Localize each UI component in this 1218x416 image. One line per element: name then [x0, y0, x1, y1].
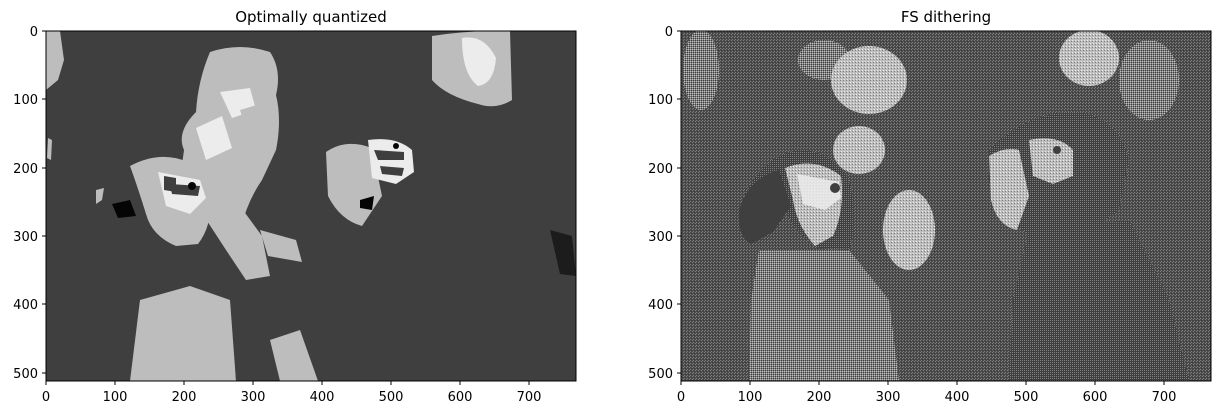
y-tick-label: 200	[648, 162, 673, 177]
axes-fs-dithering: 0 100 200 300 400 500 600 700 0 100 200 …	[648, 25, 1212, 405]
y-tick-label: 100	[648, 93, 673, 108]
panel-optimally-quantized: Optimally quantized	[13, 8, 577, 405]
panel-fs-dithering: FS dithering	[609, 0, 1218, 416]
axes-frame-right	[680, 30, 1212, 382]
x-tick-label: 700	[517, 390, 542, 405]
y-tick-label: 500	[648, 367, 673, 382]
x-tick-label: 700	[1152, 390, 1177, 405]
panel-title-fs-dithering: FS dithering	[900, 8, 992, 26]
y-tick-label: 400	[648, 298, 673, 313]
x-tick-label: 300	[241, 390, 266, 405]
x-tick-label: 600	[448, 390, 473, 405]
y-tick-label: 0	[30, 25, 38, 40]
x-axis-right: 0 100 200 300 400 500 600 700	[677, 381, 1177, 405]
y-axis-left: 0 100 200 300 400 500	[13, 25, 46, 382]
x-tick-label: 0	[42, 390, 50, 405]
quantized-image	[46, 31, 576, 381]
y-axis-right: 0 100 200 300 400 500	[648, 25, 681, 382]
x-tick-label: 400	[310, 390, 335, 405]
x-tick-label: 200	[172, 390, 197, 405]
axes-frame-left	[45, 30, 577, 382]
x-tick-label: 400	[945, 390, 970, 405]
x-tick-label: 600	[1083, 390, 1108, 405]
x-tick-label: 300	[876, 390, 901, 405]
y-tick-label: 300	[648, 230, 673, 245]
axes-optimally-quantized: 0 100 200 300 400 500 600 700 0 100 200 …	[13, 25, 577, 405]
y-tick-label: 200	[13, 162, 38, 177]
y-tick-label: 400	[13, 298, 38, 313]
x-tick-label: 100	[738, 390, 763, 405]
y-tick-label: 0	[665, 25, 673, 40]
x-tick-label: 200	[807, 390, 832, 405]
y-tick-label: 500	[13, 367, 38, 382]
x-axis-left: 0 100 200 300 400 500 600 700	[42, 381, 542, 405]
dithered-image	[681, 31, 1211, 381]
x-tick-label: 100	[103, 390, 128, 405]
panel-title-optimally-quantized: Optimally quantized	[235, 8, 387, 26]
y-tick-label: 100	[13, 93, 38, 108]
x-tick-label: 500	[379, 390, 404, 405]
x-tick-label: 0	[677, 390, 685, 405]
x-tick-label: 500	[1014, 390, 1039, 405]
y-tick-label: 300	[13, 230, 38, 245]
